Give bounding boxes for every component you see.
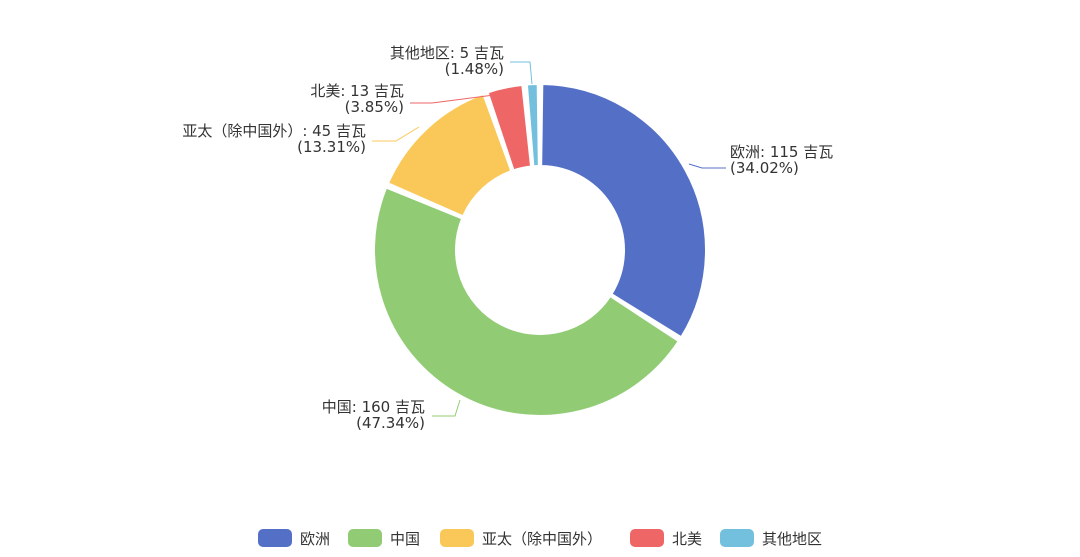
legend-item-4[interactable]: 其他地区 xyxy=(720,524,822,552)
slice-2[interactable] xyxy=(386,92,513,218)
legend-item-2[interactable]: 亚太（除中国外） xyxy=(440,524,602,552)
legend-swatch-0 xyxy=(258,529,292,547)
legend-swatch-4 xyxy=(720,529,754,547)
slice-label-0: 欧洲: 115 吉瓦 xyxy=(730,143,833,161)
slice-percent-label-2: (13.31%) xyxy=(297,138,366,156)
slice-label-1: 中国: 160 吉瓦 xyxy=(322,398,425,416)
label-leader-lines xyxy=(372,61,726,417)
leader-line-3 xyxy=(410,94,495,104)
slice-1[interactable] xyxy=(373,186,680,417)
legend-item-0[interactable]: 欧洲 xyxy=(258,524,330,552)
leader-line-2 xyxy=(372,126,420,142)
slice-percent-label-3: (3.85%) xyxy=(345,98,404,116)
legend-swatch-2 xyxy=(440,529,474,547)
chart-slices xyxy=(373,83,707,417)
slice-label-2: 亚太（除中国外）: 45 吉瓦 xyxy=(182,122,366,140)
slice-label-4: 其他地区: 5 吉瓦 xyxy=(390,44,504,62)
leader-line-0 xyxy=(688,163,726,169)
legend-label-3: 北美 xyxy=(672,529,703,548)
legend-item-3[interactable]: 北美 xyxy=(630,524,702,552)
leader-line-4 xyxy=(510,61,533,85)
slice-3[interactable] xyxy=(486,83,533,172)
chart-legend: 欧洲 中国 亚太（除中国外） 北美 其他地区 xyxy=(0,524,1080,552)
slice-label-3: 北美: 13 吉瓦 xyxy=(310,82,404,100)
legend-item-1[interactable]: 中国 xyxy=(348,524,420,552)
legend-swatch-3 xyxy=(630,529,664,547)
legend-swatch-1 xyxy=(348,529,382,547)
legend-label-2: 亚太（除中国外） xyxy=(482,529,603,548)
slice-4[interactable] xyxy=(525,83,540,168)
slice-percent-label-0: (34.02%) xyxy=(730,159,799,177)
legend-label-1: 中国 xyxy=(390,529,421,548)
slice-labels: 欧洲: 115 吉瓦(34.02%) 中国: 160 吉瓦(47.34%) 亚太（除… xyxy=(182,44,833,432)
slice-percent-label-1: (47.34%) xyxy=(356,414,425,432)
legend-label-0: 欧洲 xyxy=(300,529,331,548)
slice-percent-label-4: (1.48%) xyxy=(445,60,504,78)
slice-0[interactable] xyxy=(540,83,707,339)
leader-line-1 xyxy=(432,399,461,417)
legend-label-4: 其他地区 xyxy=(762,529,823,548)
